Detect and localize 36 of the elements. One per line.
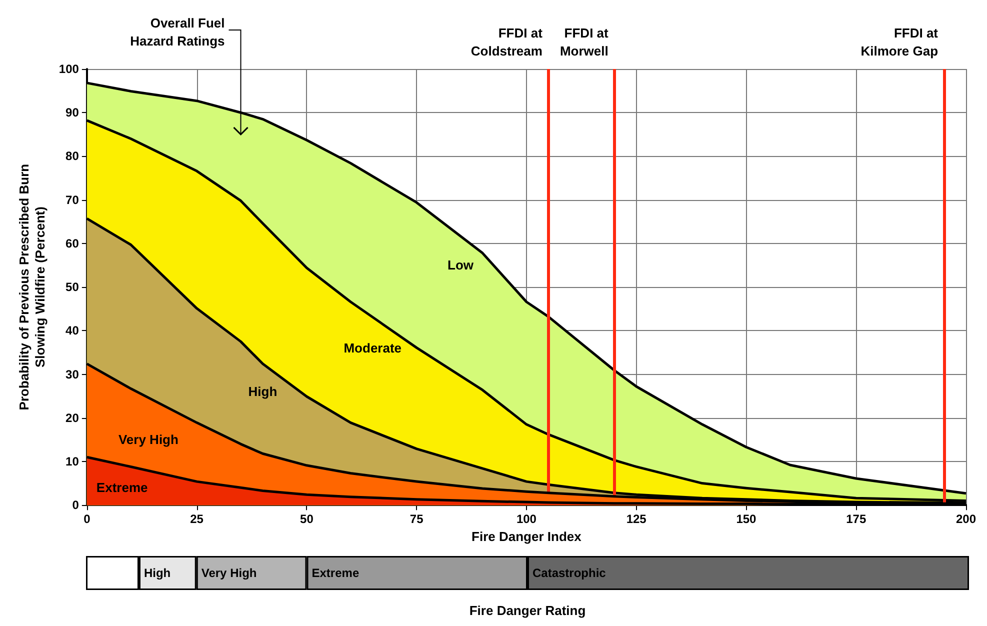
ref-line-label: FFDI at Morwell: [560, 26, 610, 58]
series-label: Moderate: [344, 340, 402, 356]
y-tick-label: 20: [66, 410, 80, 425]
y-axis-title: Probability of Previous Prescribed Burn Slowing Wildfire (Percent): [16, 164, 48, 410]
series-label: Low: [448, 258, 474, 273]
series-label: Extreme: [312, 566, 360, 580]
y-tick-label: 30: [66, 367, 80, 382]
y-tick-label: 0: [72, 498, 80, 512]
y-tick-label: 90: [66, 106, 80, 120]
series-label: High: [248, 384, 278, 400]
x-tick-label: 50: [300, 512, 314, 526]
y-tick-label: 50: [66, 280, 80, 294]
y-tick-label: 70: [66, 192, 80, 207]
x-tick-label: 175: [846, 512, 866, 526]
ref-line-label: FFDI at Coldstream: [470, 26, 544, 58]
x-tick-label: 200: [956, 512, 976, 526]
x-axis-title: Fire Danger Index: [472, 529, 582, 544]
y-tick-label: 100: [58, 62, 80, 76]
series-label: Very High: [118, 432, 178, 448]
text: Overall Fuel Hazard Ratings: [130, 16, 225, 48]
x-tick-label: 125: [626, 512, 647, 526]
y-tick-label: 10: [66, 454, 80, 468]
series-label: Catastrophic: [532, 566, 606, 580]
y-tick-label: 80: [66, 149, 80, 164]
x-tick-label: 100: [516, 512, 537, 526]
x-tick-label: 25: [190, 512, 204, 526]
x-axis-title: Fire Danger Rating: [469, 603, 586, 618]
x-tick-label: 75: [410, 512, 424, 526]
series-label: Extreme: [96, 480, 148, 496]
y-tick-label: 60: [66, 236, 80, 250]
x-tick-label: 150: [736, 512, 757, 526]
ref-line-label: FFDI at Kilmore Gap: [860, 26, 939, 58]
x-tick-label: 0: [84, 512, 91, 526]
y-tick-label: 40: [66, 324, 80, 338]
series-label: High: [144, 566, 171, 580]
series-label: Very High: [201, 566, 257, 580]
